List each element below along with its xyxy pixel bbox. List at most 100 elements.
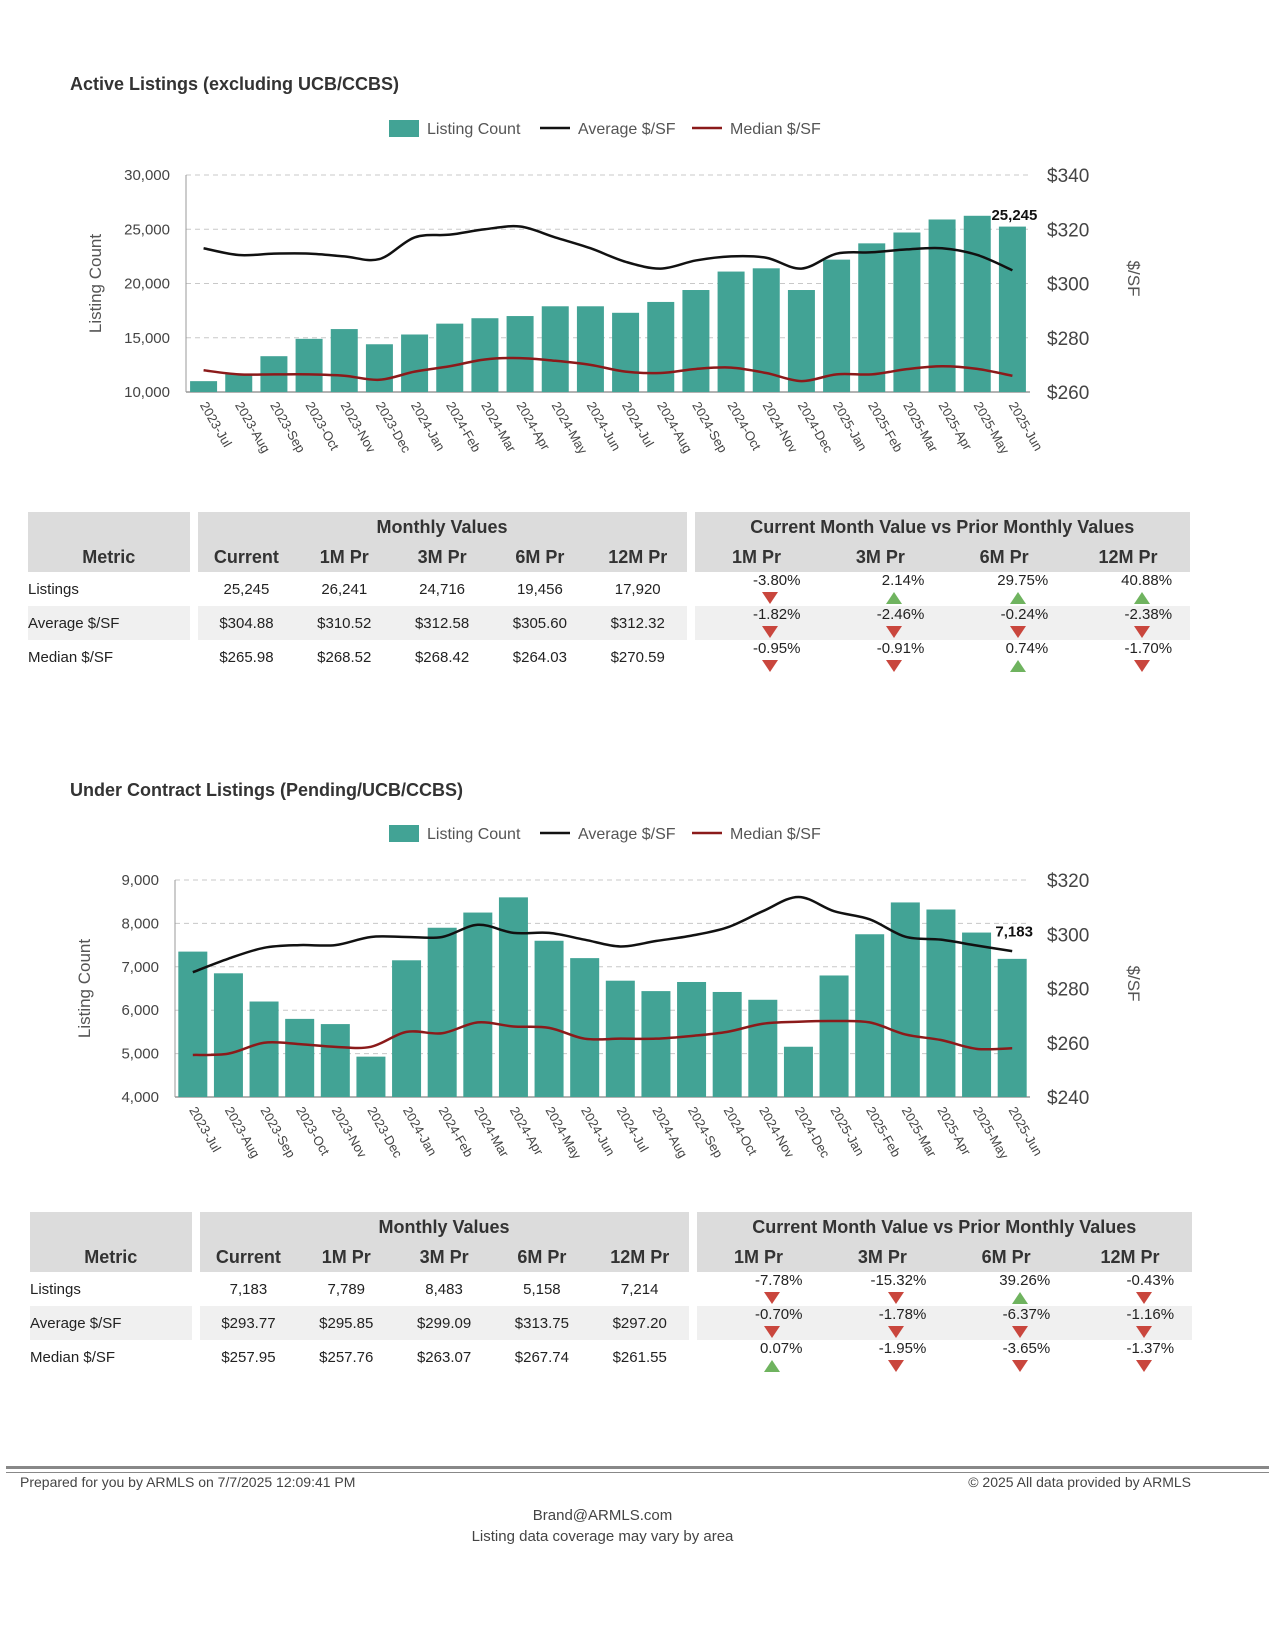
x-tick-2023-Nov: 2023-Nov <box>338 399 379 456</box>
metric-name: Average $/SF <box>28 606 190 640</box>
legend-swatch-bars <box>389 120 419 137</box>
x-tick-2025-Apr: 2025-Apr <box>934 1104 974 1158</box>
x-tick-2024-Jan: 2024-Jan <box>408 399 448 453</box>
change-cell: 0.07% <box>697 1340 821 1374</box>
triangle-down-icon <box>1012 1326 1029 1339</box>
left-tick-label: 9,000 <box>121 872 159 889</box>
monthly-value: $305.60 <box>490 606 589 640</box>
bar-2024-Sep <box>682 290 710 392</box>
comparison-header: Current Month Value vs Prior Monthly Val… <box>694 512 1190 542</box>
triangle-down-icon <box>762 660 779 673</box>
bar-2023-Aug <box>213 973 243 1097</box>
monthly-col-header: 12M Pr <box>588 542 687 572</box>
comparison-col-header: 6M Pr <box>944 1242 1069 1272</box>
left-tick-label: 8,000 <box>121 915 159 932</box>
bar-2024-Mar <box>463 912 493 1097</box>
table-row: Average $/SF $293.77 $295.85 $299.09 $313.75… <box>30 1306 1192 1340</box>
right-tick-label: $300 <box>1047 925 1089 946</box>
x-tick-2024-Apr: 2024-Apr <box>507 1104 547 1158</box>
right-tick-label: $320 <box>1047 871 1089 892</box>
bar-2024-Dec <box>783 1046 813 1097</box>
bar-2025-Jun <box>997 958 1027 1097</box>
comparison-col-header: 1M Pr <box>696 1242 821 1272</box>
triangle-down-icon <box>888 1360 905 1373</box>
right-tick-label: $340 <box>1047 166 1089 187</box>
table-row: Listings 7,183 7,789 8,483 5,158 7,214 -7.78% -… <box>30 1272 1192 1306</box>
right-axis-title: $/SF <box>1124 966 1143 1002</box>
metric-header: Metric <box>28 542 190 572</box>
active-listings-table: Monthly Values Current Month Value vs Pri… <box>28 512 1190 674</box>
bar-2023-Nov <box>330 329 358 392</box>
change-cell: -0.95% <box>695 640 819 674</box>
x-tick-2024-Apr: 2024-Apr <box>513 399 553 453</box>
right-axis-title: $/SF <box>1124 261 1143 297</box>
x-tick-2024-Oct: 2024-Oct <box>721 1104 761 1158</box>
monthly-col-header: 6M Pr <box>492 1242 591 1272</box>
change-cell: 40.88% <box>1066 572 1190 606</box>
change-cell: -1.70% <box>1066 640 1190 674</box>
change-cell: -0.24% <box>942 606 1067 640</box>
monthly-value: $268.52 <box>317 648 372 666</box>
change-cell: -1.82% <box>694 606 819 640</box>
triangle-down-icon <box>1134 626 1151 639</box>
monthly-col-header: 12M Pr <box>590 1242 689 1272</box>
bar-2023-Oct <box>295 338 323 392</box>
metric-name: Average $/SF <box>30 1306 192 1340</box>
bar-2024-Jul <box>612 312 640 392</box>
x-tick-2023-Aug: 2023-Aug <box>232 399 273 455</box>
x-tick-2024-Aug: 2024-Aug <box>654 399 695 455</box>
x-tick-2025-Feb: 2025-Feb <box>865 399 906 455</box>
change-cell: -7.78% <box>697 1272 821 1306</box>
triangle-down-icon <box>1136 1326 1153 1339</box>
x-tick-2025-Jan: 2025-Jan <box>830 399 870 453</box>
x-tick-2023-Oct: 2023-Oct <box>302 399 342 453</box>
change-cell: -0.91% <box>818 640 942 674</box>
bar-2025-Jun <box>998 226 1026 392</box>
change-cell: -0.70% <box>696 1306 821 1340</box>
bar-2024-Mar <box>471 318 499 392</box>
monthly-value: $310.52 <box>295 606 394 640</box>
table-row: Listings 25,245 26,241 24,716 19,456 17,920 -3… <box>28 572 1190 606</box>
change-cell: -1.78% <box>820 1306 945 1340</box>
monthly-value: 19,456 <box>516 580 563 598</box>
comparison-col-header: 3M Pr <box>818 542 943 572</box>
x-tick-2024-Jul: 2024-Jul <box>619 399 657 450</box>
monthly-value: $267.74 <box>514 1348 569 1366</box>
change-cell: 29.75% <box>942 572 1066 606</box>
x-tick-2025-Jun: 2025-Jun <box>1006 1104 1046 1158</box>
bar-2023-Dec <box>356 1056 386 1097</box>
bar-2024-Jan <box>392 960 422 1097</box>
metric-name: Listings <box>28 580 79 598</box>
monthly-value: $312.32 <box>588 606 687 640</box>
x-tick-2023-Sep: 2023-Sep <box>257 1104 298 1160</box>
left-tick-label: 15,000 <box>124 330 170 347</box>
monthly-value: 7,214 <box>620 1280 659 1298</box>
monthly-value: $265.98 <box>219 648 274 666</box>
bar-2025-Jan <box>823 259 851 392</box>
x-tick-2024-Mar: 2024-Mar <box>471 1104 512 1160</box>
monthly-value: $270.59 <box>610 648 665 666</box>
footer-coverage-note: Listing data coverage may vary by area <box>471 1528 734 1545</box>
x-tick-2024-Jan: 2024-Jan <box>400 1104 440 1158</box>
bar-2024-Apr <box>498 897 528 1097</box>
left-tick-label: 20,000 <box>124 276 170 293</box>
triangle-down-icon <box>1136 1292 1153 1305</box>
table-row: Average $/SF $304.88 $310.52 $312.58 $305.60… <box>28 606 1190 640</box>
triangle-down-icon <box>888 1326 905 1339</box>
monthly-value: 5,158 <box>523 1280 561 1298</box>
footer-email[interactable]: Brand@ARMLS.com <box>532 1507 673 1524</box>
legend: Listing Count Average $/SF Median $/SF <box>389 825 821 843</box>
monthly-col-header: 6M Pr <box>490 542 589 572</box>
monthly-value: $257.95 <box>221 1348 276 1366</box>
average-sf-line <box>192 895 1013 974</box>
bar-2023-Oct <box>285 1018 315 1097</box>
monthly-col-header: Current <box>197 542 296 572</box>
bar-2023-Dec <box>365 344 393 392</box>
bar-2024-Feb <box>436 323 464 392</box>
monthly-values-header: Monthly Values <box>199 1212 689 1242</box>
change-cell: -3.80% <box>695 572 819 606</box>
comparison-header: Current Month Value vs Prior Monthly Val… <box>696 1212 1192 1242</box>
left-axis-title: Listing Count <box>86 234 105 334</box>
median-sf-line <box>203 356 1013 383</box>
last-value-callout: 7,183 <box>995 924 1033 941</box>
